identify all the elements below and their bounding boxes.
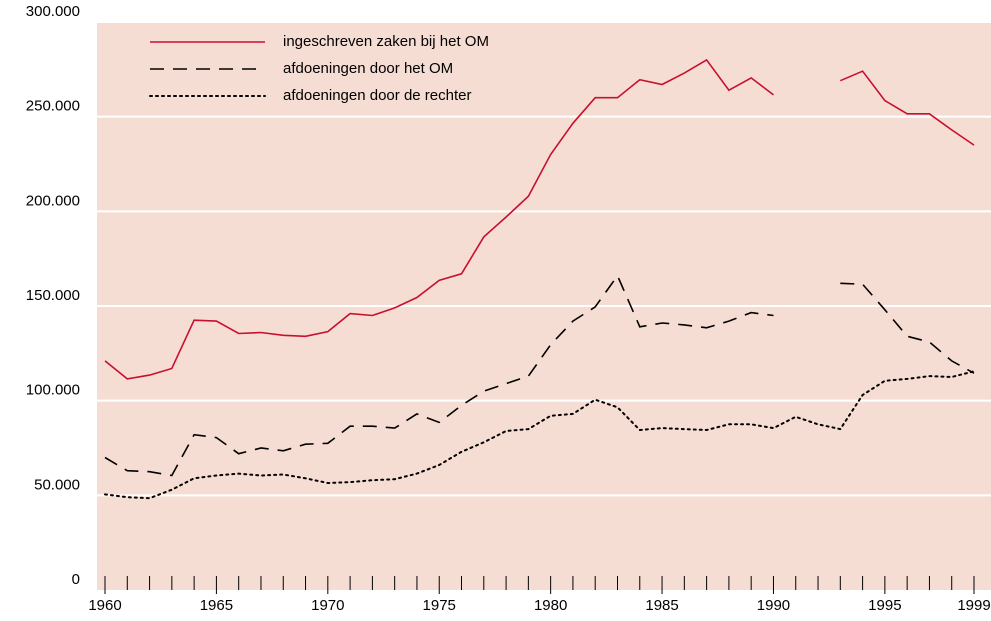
x-tick-label: 1995 bbox=[868, 597, 901, 614]
series-line bbox=[104, 58, 975, 380]
x-tick-label: 1970 bbox=[311, 597, 344, 614]
legend-label: afdoeningen door het OM bbox=[283, 60, 453, 77]
y-tick-label: 250.000 bbox=[26, 98, 80, 115]
legend-label: ingeschreven zaken bij het OM bbox=[283, 33, 489, 50]
series-line bbox=[104, 370, 975, 500]
x-tick-label: 1980 bbox=[534, 597, 567, 614]
y-tick-label: 150.000 bbox=[26, 287, 80, 304]
x-tick-label: 1999 bbox=[957, 597, 990, 614]
y-tick-label: 0 bbox=[72, 571, 80, 588]
y-tick-label: 200.000 bbox=[26, 192, 80, 209]
x-tick-label: 1975 bbox=[423, 597, 456, 614]
series-line bbox=[104, 274, 975, 477]
y-tick-label: 100.000 bbox=[26, 382, 80, 399]
x-tick-label: 1990 bbox=[757, 597, 790, 614]
y-tick-label: 50.000 bbox=[34, 476, 80, 493]
y-tick-label: 300.000 bbox=[26, 3, 80, 20]
x-tick-label: 1965 bbox=[200, 597, 233, 614]
legend-label: afdoeningen door de rechter bbox=[283, 87, 471, 104]
x-tick-label: 1985 bbox=[645, 597, 678, 614]
x-tick-label: 1960 bbox=[88, 597, 121, 614]
